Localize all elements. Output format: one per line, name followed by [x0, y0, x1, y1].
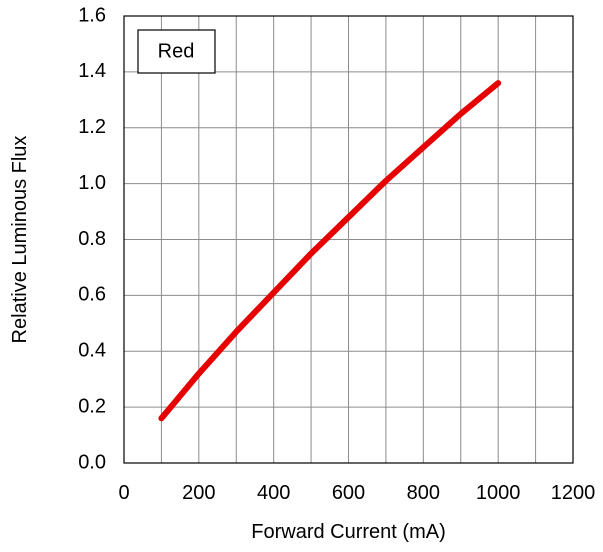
series-point	[385, 180, 387, 182]
legend-label: Red	[158, 40, 195, 62]
y-tick-label: 1.4	[78, 60, 106, 82]
y-tick-label: 0.4	[78, 340, 106, 362]
series-line	[158, 80, 502, 422]
x-tick-label: 1200	[551, 482, 596, 504]
series-point	[422, 146, 424, 148]
y-tick-label: 0.8	[78, 228, 106, 250]
x-tick-label: 0	[118, 482, 129, 504]
y-tick-label: 1.2	[78, 116, 106, 138]
x-tick-label: 1000	[476, 482, 521, 504]
y-tick-label: 1.6	[78, 4, 106, 26]
y-tick-label: 0.0	[78, 451, 106, 473]
x-axis-label: Forward Current (mA)	[251, 521, 445, 543]
series-point	[348, 216, 349, 218]
x-tick-label: 600	[332, 482, 365, 504]
series-point	[460, 113, 462, 115]
x-tick-label: 800	[407, 482, 440, 504]
series-point	[160, 417, 162, 419]
x-tick-labels: 0 200 400 600 800 1000 1200	[118, 482, 595, 504]
x-tick-label: 400	[257, 482, 290, 504]
series-point	[198, 373, 200, 375]
y-tick-label: 1.0	[78, 172, 106, 194]
y-tick-labels: 0.0 0.2 0.4 0.6 0.8 1.0 1.2 1.4 1.6	[78, 4, 106, 473]
series-point	[273, 292, 275, 294]
series-layer	[158, 80, 502, 422]
y-axis-label: Relative Luminous Flux	[9, 136, 31, 344]
series-point	[497, 82, 499, 84]
series-point	[235, 331, 237, 333]
y-tick-label: 0.2	[78, 395, 106, 417]
x-tick-label: 200	[182, 482, 215, 504]
grid-lines	[124, 16, 573, 463]
legend-box	[137, 29, 216, 74]
legend: Red	[137, 29, 216, 74]
plot-frame	[123, 15, 574, 464]
series-point	[310, 252, 312, 254]
y-tick-label: 0.6	[78, 284, 106, 306]
